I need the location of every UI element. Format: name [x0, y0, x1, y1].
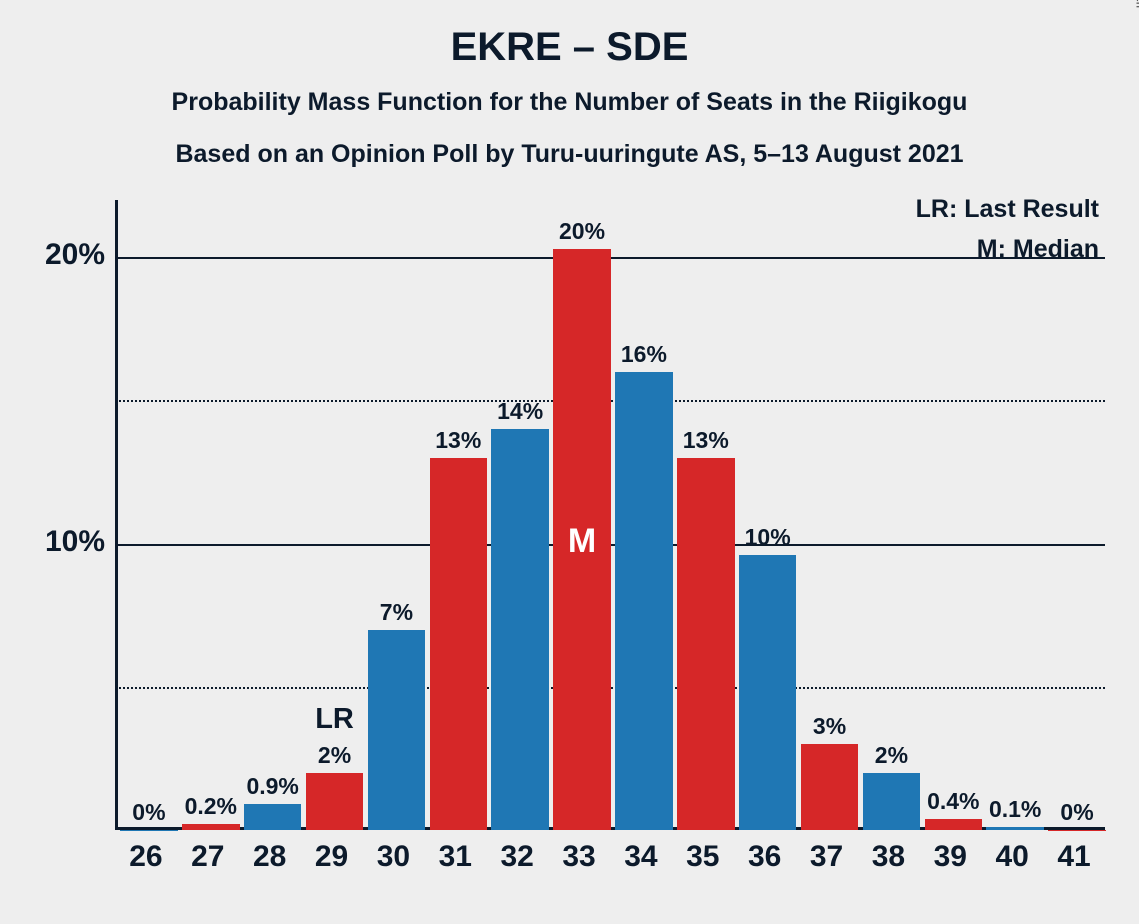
bar	[244, 804, 302, 830]
x-axis-tick-label: 38	[858, 840, 920, 874]
bar-value-label: 0%	[120, 799, 178, 826]
x-axis-tick-label: 31	[424, 840, 486, 874]
chart-subtitle-2: Based on an Opinion Poll by Turu-uuringu…	[0, 140, 1139, 169]
bar	[925, 819, 983, 830]
x-axis-tick-label: 37	[796, 840, 858, 874]
y-axis-tick-label: 10%	[5, 525, 105, 559]
bar-value-label: 0.1%	[986, 796, 1044, 823]
bar-group: 3%	[801, 200, 859, 830]
chart-subtitle-1: Probability Mass Function for the Number…	[0, 88, 1139, 117]
bar-value-label: 0.2%	[182, 793, 240, 820]
bar	[615, 372, 673, 830]
bar	[986, 827, 1044, 830]
bar	[491, 429, 549, 830]
bar-group: 0.1%	[986, 200, 1044, 830]
bar-group: 0.4%	[925, 200, 983, 830]
bar-group: 13%	[677, 200, 735, 830]
bar-value-label: 10%	[739, 524, 797, 551]
bar-group: 0.2%	[182, 200, 240, 830]
bar	[863, 773, 921, 830]
chart-container: { "title": "EKRE – SDE", "title_fontsize…	[0, 0, 1139, 924]
chart-title: EKRE – SDE	[0, 25, 1139, 70]
x-axis-tick-label: 35	[672, 840, 734, 874]
bar-value-label: 13%	[677, 427, 735, 454]
bar	[1048, 830, 1106, 831]
x-axis-tick-label: 41	[1043, 840, 1105, 874]
plot-area: 0%0.2%0.9%2%LR7%13%14%20%M16%13%10%3%2%0…	[115, 200, 1105, 830]
bar-group: 2%	[863, 200, 921, 830]
x-axis-tick-label: 34	[610, 840, 672, 874]
copyright-text: © 2021 Filip van Laenen	[1133, 0, 1139, 8]
x-axis-tick-label: 27	[177, 840, 239, 874]
x-axis-tick-label: 30	[363, 840, 425, 874]
bar-group: 10%	[739, 200, 797, 830]
bar-group: 20% M	[553, 200, 611, 830]
bar-group: 0%	[1048, 200, 1106, 830]
bar-value-label: 13%	[430, 427, 488, 454]
bar	[120, 830, 178, 831]
x-axis-tick-label: 40	[981, 840, 1043, 874]
bar-group: 14%	[491, 200, 549, 830]
bar	[801, 744, 859, 830]
bar-group: 0%	[120, 200, 178, 830]
median-marker: M	[553, 522, 611, 561]
bar-value-label: 0.9%	[244, 773, 302, 800]
bar-group: 0.9%	[244, 200, 302, 830]
bar	[739, 555, 797, 830]
x-axis-tick-label: 28	[239, 840, 301, 874]
y-axis-tick-label: 20%	[5, 238, 105, 272]
bar	[368, 630, 426, 830]
last-result-marker: LR	[306, 703, 364, 736]
x-axis-tick-label: 39	[919, 840, 981, 874]
x-axis-tick-label: 33	[548, 840, 610, 874]
x-axis-tick-label: 26	[115, 840, 177, 874]
x-axis-tick-label: 36	[734, 840, 796, 874]
bar-group: 7%	[368, 200, 426, 830]
bar-value-label: 16%	[615, 341, 673, 368]
bar-value-label: 2%	[863, 742, 921, 769]
bar	[677, 458, 735, 830]
bar	[430, 458, 488, 830]
bar-value-label: 2%	[306, 742, 364, 769]
bar-value-label: 0.4%	[925, 788, 983, 815]
bar-value-label: 0%	[1048, 799, 1106, 826]
bar-group: 16%	[615, 200, 673, 830]
y-axis-line	[115, 200, 118, 830]
x-axis-tick-label: 32	[486, 840, 548, 874]
bar	[182, 824, 240, 830]
x-axis-tick-label: 29	[301, 840, 363, 874]
bar-group: 13%	[430, 200, 488, 830]
bar-value-label: 3%	[801, 713, 859, 740]
bar-group: 2% LR	[306, 200, 364, 830]
bar	[306, 773, 364, 830]
bar-value-label: 20%	[553, 218, 611, 245]
bar-value-label: 7%	[368, 599, 426, 626]
bar-value-label: 14%	[491, 398, 549, 425]
